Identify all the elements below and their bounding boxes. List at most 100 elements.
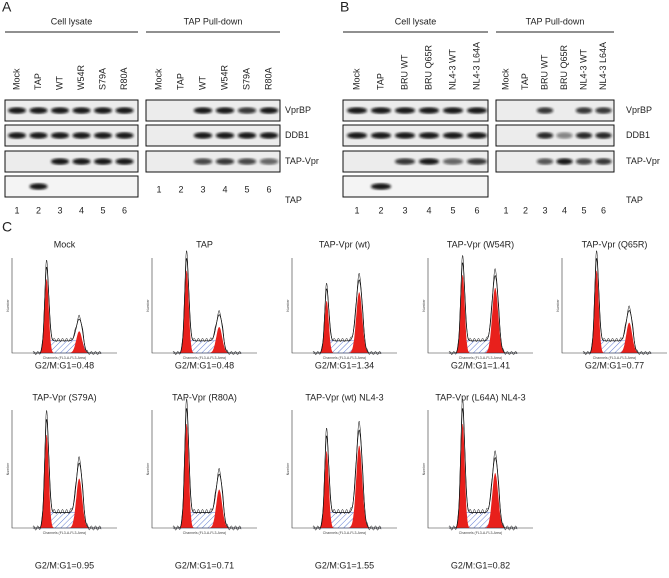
blot-band: [595, 107, 612, 114]
histogram-ratio: G2/M:G1=1.41: [451, 360, 510, 370]
lane-number: 4: [79, 205, 84, 215]
blot-band: [115, 158, 134, 165]
group-title: TAP Pull-down: [526, 16, 585, 26]
blot-label: TAP-Vpr: [626, 156, 660, 166]
lane-label: TAP: [33, 73, 43, 90]
lane-label: NL4-3 WT: [447, 48, 457, 90]
lane-number: 1: [14, 205, 19, 215]
histogram-ratio: G2/M:G1=1.55: [315, 560, 374, 570]
histogram: [561, 249, 667, 356]
lane-number: 5: [581, 205, 586, 215]
axes: [11, 410, 117, 529]
x-axis-label: Channels (FL3-A-FL3-Area): [183, 531, 226, 535]
y-axis-label: Number: [422, 298, 426, 311]
lane-number: 3: [200, 184, 205, 194]
blot-band: [115, 107, 134, 114]
raw-trace: [312, 420, 382, 531]
lane-number: 6: [266, 184, 271, 194]
blot-band: [7, 132, 27, 139]
lane-number: 2: [523, 205, 528, 215]
blot-strip: [342, 175, 489, 198]
lane-label: WT: [197, 76, 207, 90]
blot-band: [442, 107, 464, 114]
blot-strip: [495, 150, 615, 173]
blot-band: [536, 132, 554, 139]
raw-trace: [32, 259, 102, 356]
blot-band: [215, 158, 235, 165]
lane-number: 1: [354, 205, 359, 215]
blot-band: [575, 107, 593, 114]
blot-strip: [4, 99, 139, 122]
axes: [427, 258, 533, 354]
axes: [151, 410, 257, 529]
lane-number: 2: [36, 205, 41, 215]
x-axis-label: Channels (FL3-A-FL3-Area): [43, 356, 86, 360]
panel-letter: A: [2, 0, 12, 15]
histogram: [151, 397, 257, 531]
histogram-title: Mock: [54, 239, 76, 249]
lane-number: 3: [57, 205, 62, 215]
axes: [11, 258, 117, 354]
blot-band: [259, 158, 279, 165]
y-axis-label: Number: [556, 298, 560, 311]
lane-label: BRU Q65R: [559, 44, 569, 90]
blot-label: TAP: [285, 195, 302, 205]
lane-number: 2: [378, 205, 383, 215]
blot-band: [72, 107, 91, 114]
g1-peak: [313, 301, 382, 353]
lane-number: 5: [244, 184, 249, 194]
lane-label: S79A: [97, 68, 107, 90]
blot-band: [50, 107, 70, 114]
histogram-ratio: G2/M:G1=0.95: [35, 560, 94, 570]
group-title: Cell lysate: [395, 16, 437, 26]
lane-label: W54R: [219, 64, 229, 90]
g1-peak: [173, 270, 242, 353]
lane-number: 5: [450, 205, 455, 215]
blot-band: [466, 158, 488, 165]
blot-band: [595, 158, 612, 165]
lane-label: BRU Q65R: [423, 44, 433, 90]
lane-number: 1: [503, 205, 508, 215]
y-axis-label: Number: [146, 298, 150, 311]
blot-band: [370, 107, 392, 114]
blot-band: [237, 107, 257, 114]
x-axis-label: Channels (FL3-A-FL3-Area): [459, 531, 502, 535]
blot-band: [193, 158, 213, 165]
blot-band: [193, 107, 213, 114]
histogram-title: TAP-Vpr (W54R): [447, 239, 514, 249]
y-axis-label: Number: [6, 298, 10, 311]
blot-label: TAP-Vpr: [285, 156, 319, 166]
g1-peak: [33, 279, 102, 353]
histogram: [291, 410, 397, 531]
y-axis-label: Number: [286, 298, 290, 311]
raw-trace: [172, 249, 242, 356]
blot-band: [215, 132, 235, 139]
lane-label: NL4-3 L64A: [598, 42, 608, 90]
lane-number: 4: [222, 184, 227, 194]
g1-peak: [173, 424, 242, 528]
blot-strip: [342, 99, 489, 122]
blot-band: [536, 107, 554, 114]
lane-label: TAP: [175, 73, 185, 90]
lane-label: NL4-3 L64A: [471, 42, 481, 90]
panel-letter: B: [340, 0, 349, 15]
histogram-title: TAP-Vpr (S79A): [32, 392, 96, 402]
lane-number: 5: [100, 205, 105, 215]
histogram-title: TAP-Vpr (wt): [319, 239, 370, 249]
x-axis-label: Channels (FL3-A-FL3-Area): [183, 356, 226, 360]
raw-trace: [172, 397, 242, 531]
g1-peak: [583, 270, 652, 353]
y-axis-label: Number: [422, 462, 426, 475]
lane-number: 4: [426, 205, 431, 215]
lane-label: BRU WT: [539, 54, 549, 90]
lane-number: 1: [156, 184, 161, 194]
blot-strip: [145, 150, 281, 173]
lane-number: 3: [542, 205, 547, 215]
histogram-ratio: G2/M:G1=0.71: [175, 560, 234, 570]
blot-band: [370, 132, 392, 139]
blot-strip: [145, 99, 281, 122]
blot-band: [418, 132, 440, 139]
lane-number: 6: [601, 205, 606, 215]
blot-strip: [495, 124, 615, 147]
